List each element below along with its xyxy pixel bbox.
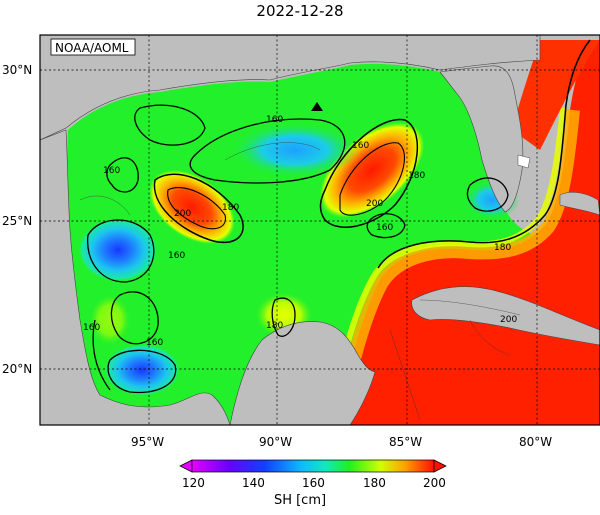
cuba-land [411, 286, 600, 346]
map-frame [39, 34, 600, 426]
lon-label-90W: 90°W [259, 435, 292, 449]
bahamas-land [559, 192, 600, 216]
warm-eddy-east [319, 122, 425, 218]
cold-eddy-west [78, 218, 158, 282]
colorbar-tick: 140 [242, 476, 265, 490]
colorbar-min-arrow [179, 459, 193, 473]
colorbar-unit-label: SH [cm] [273, 493, 327, 508]
colorbar-tick: 160 [302, 476, 325, 490]
colorbar-max-arrow [433, 459, 447, 473]
contour-label: 200 [500, 315, 517, 325]
contour-label: 160 [266, 115, 283, 125]
contour-label: 180 [222, 203, 239, 213]
contour-label: 200 [174, 209, 191, 219]
colorbar-tick: 200 [423, 476, 446, 490]
contour-label: 160 [376, 223, 393, 233]
cold-eddy-central [230, 122, 360, 178]
lat-label-20N: 20°N [2, 362, 32, 376]
atlantic-warm [512, 40, 600, 150]
contour-label: 180 [494, 243, 511, 253]
contour-180-group [153, 39, 591, 269]
yellow-ridge-west [90, 295, 130, 345]
contour-label: 180 [408, 171, 425, 181]
island-small [517, 154, 531, 169]
lon-label-80W: 80°W [519, 435, 552, 449]
thin-contours [79, 142, 521, 421]
colorbar: 120 140 160 180 200 [179, 459, 447, 490]
mexico-east-coast [40, 129, 231, 425]
credit-label: NOAA/AOML [55, 41, 129, 55]
us-gulf-coast [40, 35, 541, 141]
colorbar-tick: 180 [363, 476, 386, 490]
florida-land [439, 65, 524, 213]
contour-200-group [167, 142, 405, 230]
contour-label: 160 [168, 251, 185, 261]
map-title: 2022-12-28 [256, 2, 344, 20]
lon-label-95W: 95°W [131, 435, 164, 449]
graticule [40, 35, 600, 425]
contour-labels: 160 160 160 160 160 160 160 180 180 180 … [83, 115, 517, 348]
contour-label: 160 [352, 141, 369, 151]
credit-box [50, 38, 136, 56]
colorbar-gradient [191, 459, 435, 473]
contour-160-group [87, 104, 509, 394]
contour-label: 160 [103, 166, 120, 176]
contour-label: 160 [146, 338, 163, 348]
warm-water-edge-yellow [325, 107, 566, 421]
mexico-yucatan-land [229, 321, 376, 425]
colorbar-tick: 120 [182, 476, 205, 490]
lat-label-25N: 25°N [2, 214, 32, 228]
lon-label-85W: 85°W [389, 435, 422, 449]
contour-label: 160 [83, 323, 100, 333]
contour-label: 200 [366, 199, 383, 209]
lat-label-30N: 30°N [2, 63, 32, 77]
contour-label: 180 [266, 321, 283, 331]
triangle-marker [311, 102, 323, 111]
cold-eddy-south [104, 344, 180, 396]
